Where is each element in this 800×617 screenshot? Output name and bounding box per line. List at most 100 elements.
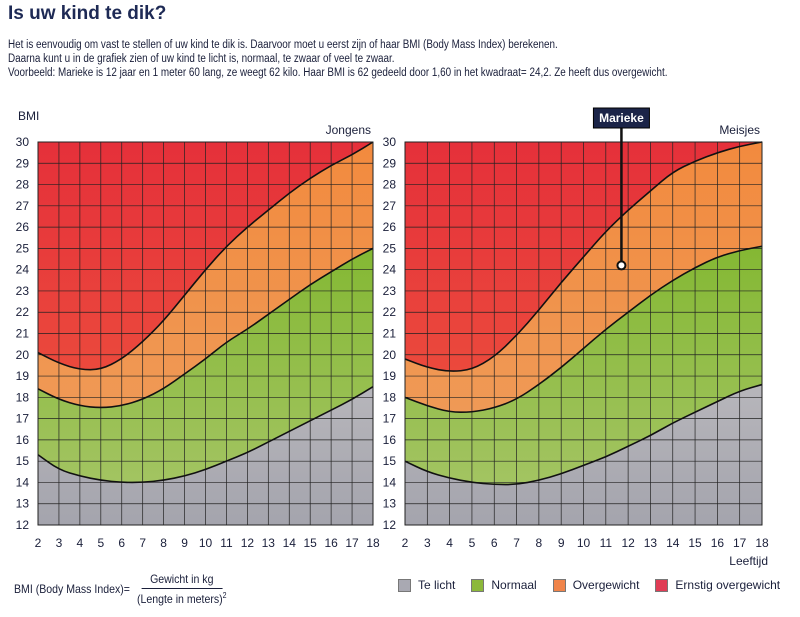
intro-text: Het is eenvoudig om vast te stellen of u… (8, 38, 667, 80)
x-tick-label: 10 (199, 536, 213, 550)
annotation-label-box (592, 107, 650, 129)
y-tick-label: 30 (383, 135, 397, 149)
x-tick-label: 17 (733, 536, 747, 550)
y-tick-label: 21 (383, 327, 397, 341)
x-tick-label: 14 (283, 536, 297, 550)
formula-fraction: Gewicht in kg (Lengte in meters)2 (137, 572, 227, 606)
x-tick-label: 16 (324, 536, 338, 550)
annotation-label: Marieke (599, 111, 644, 125)
chart-title: Jongens (326, 123, 371, 137)
boundary-curve (37, 141, 374, 371)
y-tick-label: 24 (16, 263, 30, 277)
y-tick-label: 27 (16, 199, 30, 213)
x-tick-label: 2 (402, 536, 409, 550)
y-tick-label: 20 (16, 348, 30, 362)
legend-swatch (552, 578, 566, 592)
y-tick-label: 13 (16, 497, 30, 511)
x-tick-label: 13 (644, 536, 658, 550)
x-tick-label: 13 (262, 536, 276, 550)
y-tick-label: 14 (16, 475, 30, 489)
x-tick-label: 6 (118, 536, 125, 550)
plot-frame (404, 141, 763, 526)
y-tick-label: 15 (16, 454, 30, 468)
marieke-data-point (616, 260, 627, 271)
x-tick-label: 3 (56, 536, 63, 550)
boundary-curve (404, 383, 763, 486)
y-tick-label: 25 (16, 241, 30, 255)
y-tick-label: 27 (383, 199, 397, 213)
bmi-formula: BMI (Body Mass Index)= Gewicht in kg (Le… (14, 572, 227, 606)
legend-label: Ernstig overgewicht (675, 578, 781, 592)
y-tick-label: 18 (383, 390, 397, 404)
legend-swatch (471, 578, 485, 592)
plot-frame (37, 141, 374, 526)
intro-line: Voorbeeld: Marieke is 12 jaar en 1 meter… (8, 67, 668, 79)
x-tick-label: 18 (366, 536, 380, 550)
y-tick-label: 28 (383, 178, 397, 192)
y-axis-label: BMI (18, 109, 39, 123)
x-tick-label: 15 (304, 536, 318, 550)
y-tick-label: 28 (16, 178, 30, 192)
y-tick-label: 19 (16, 369, 30, 383)
y-tick-label: 17 (383, 412, 397, 426)
page-title: Is uw kind te dik? (8, 3, 167, 24)
intro-line: Het is eenvoudig om vast te stellen of u… (8, 39, 558, 51)
y-tick-label: 22 (16, 305, 30, 319)
x-tick-label: 12 (621, 536, 635, 550)
x-tick-label: 9 (181, 536, 188, 550)
boundary-curve (37, 386, 374, 484)
x-tick-label: 8 (160, 536, 167, 550)
y-tick-label: 29 (383, 156, 397, 170)
formula-denominator: (Lengte in meters)2 (137, 589, 227, 606)
boundary-curve (404, 245, 763, 414)
y-tick-label: 19 (383, 369, 397, 383)
y-tick-label: 22 (383, 305, 397, 319)
y-tick-label: 26 (16, 220, 30, 234)
formula-exponent: 2 (222, 591, 227, 600)
y-tick-label: 17 (16, 412, 30, 426)
y-tick-label: 30 (16, 135, 30, 149)
y-tick-label: 24 (383, 263, 397, 277)
x-tick-label: 4 (77, 536, 84, 550)
x-tick-label: 5 (469, 536, 476, 550)
legend: Te licht Normaal Overgewicht Ernstig ove… (398, 578, 780, 592)
y-tick-label: 12 (383, 518, 397, 532)
x-tick-label: 6 (491, 536, 498, 550)
x-tick-label: 2 (35, 536, 42, 550)
y-tick-label: 16 (383, 433, 397, 447)
boundary-curve (37, 247, 374, 409)
formula-lhs: BMI (Body Mass Index)= (14, 582, 130, 596)
y-tick-label: 23 (16, 284, 30, 298)
y-tick-label: 15 (383, 454, 397, 468)
legend-swatch (655, 578, 669, 592)
x-tick-label: 8 (536, 536, 543, 550)
legend-swatch (398, 578, 411, 592)
y-tick-label: 21 (16, 327, 30, 341)
x-tick-label: 14 (666, 536, 680, 550)
x-tick-label: 7 (513, 536, 520, 550)
legend-item-normaal: Normaal (471, 578, 537, 592)
y-tick-label: 16 (16, 433, 30, 447)
boundary-curve (404, 141, 763, 372)
x-tick-label: 3 (424, 536, 431, 550)
x-tick-label: 7 (139, 536, 146, 550)
formula-numerator: Gewicht in kg (141, 572, 223, 589)
y-tick-label: 29 (16, 156, 30, 170)
legend-item-overgewicht: Overgewicht (552, 578, 640, 592)
x-tick-label: 5 (97, 536, 104, 550)
legend-label: Overgewicht (572, 578, 640, 592)
x-tick-label: 10 (577, 536, 591, 550)
legend-item-ernstig: Ernstig overgewicht (655, 578, 780, 592)
y-tick-label: 18 (16, 390, 30, 404)
x-tick-label: 4 (446, 536, 453, 550)
x-tick-label: 17 (345, 536, 359, 550)
x-tick-label: 16 (711, 536, 725, 550)
x-tick-label: 11 (600, 536, 613, 550)
x-axis-label: Leeftijd (729, 554, 768, 568)
x-tick-label: 11 (220, 536, 233, 550)
legend-item-te-licht: Te licht (398, 578, 455, 592)
formula-denominator-text: (Lengte in meters) (136, 592, 223, 606)
legend-label: Normaal (491, 578, 537, 592)
intro-line: Daarna kunt u in de grafiek zien of uw k… (8, 53, 395, 65)
